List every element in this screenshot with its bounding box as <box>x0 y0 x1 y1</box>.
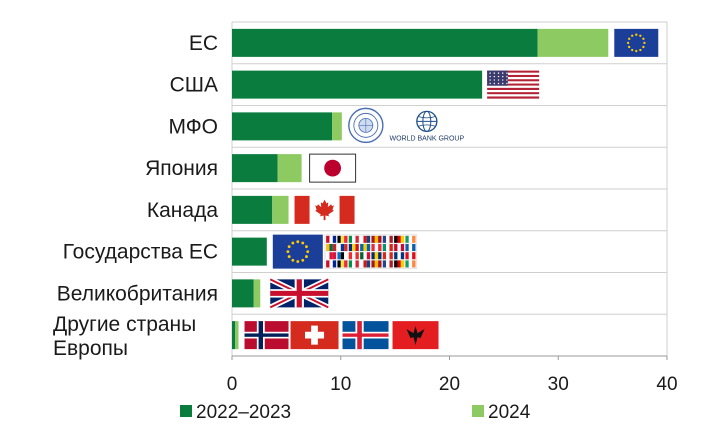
category-label: Япония <box>145 157 218 180</box>
bar-series2 <box>332 112 342 141</box>
flags-group: WORLD BANK GROUP <box>244 28 659 350</box>
category-label: ЕС <box>189 32 218 55</box>
us-flag-icon <box>487 70 540 99</box>
legend-label: 2022–2023 <box>196 402 291 423</box>
iceland-flag-icon <box>342 321 389 350</box>
japan-flag-icon <box>309 153 357 183</box>
grid-lines <box>232 21 667 315</box>
eu-flag-icon <box>614 28 659 57</box>
bar-series2 <box>253 279 261 308</box>
legend-label: 2024 <box>488 402 531 423</box>
switzerland-flag-icon <box>290 321 339 350</box>
bar-series1 <box>232 70 483 99</box>
category-label: Государства ЕС <box>63 241 218 264</box>
bar-series1 <box>232 195 273 224</box>
bar-series1 <box>232 237 267 266</box>
bar-series2 <box>235 321 239 350</box>
category-label: Другие страны Европы <box>53 313 196 360</box>
bar-series2 <box>277 154 302 183</box>
category-label: США <box>170 74 218 97</box>
canada-flag-icon <box>294 195 355 224</box>
legend: 2022–2023 2024 <box>180 402 531 423</box>
x-tick-label: 10 <box>330 374 351 395</box>
bar-series1 <box>232 279 254 308</box>
category-label: МФО <box>168 115 218 138</box>
x-axis-ticks: 0 10 20 30 40 <box>227 356 678 395</box>
x-tick-label: 0 <box>227 374 238 395</box>
norway-flag-icon <box>244 321 289 350</box>
category-label: Канада <box>147 199 218 222</box>
eu-member-state-flags-icon <box>324 234 418 269</box>
bar-series1 <box>232 112 333 141</box>
legend-swatch <box>180 405 192 417</box>
x-tick-label: 20 <box>439 374 460 395</box>
bar-series1 <box>232 154 278 183</box>
category-label: Великобритания <box>57 282 218 305</box>
svg-text:WORLD BANK GROUP: WORLD BANK GROUP <box>389 135 464 142</box>
bar-series1 <box>232 321 236 350</box>
category-labels: ЕС США МФО Япония Канада Государства ЕС Велико… <box>53 32 218 360</box>
bars-group <box>232 28 609 350</box>
legend-swatch <box>472 405 484 417</box>
bar-series1 <box>232 28 538 57</box>
bar-series2 <box>272 195 289 224</box>
bar-series2 <box>537 28 609 57</box>
x-tick-label: 40 <box>656 374 677 395</box>
albania-flag-icon <box>392 321 439 350</box>
uk-flag-icon <box>269 276 330 310</box>
x-tick-label: 30 <box>548 374 569 395</box>
world-bank-group-logo: WORLD BANK GROUP <box>389 110 465 142</box>
imf-seal-icon <box>348 107 384 144</box>
eu-flag-icon <box>272 234 323 269</box>
